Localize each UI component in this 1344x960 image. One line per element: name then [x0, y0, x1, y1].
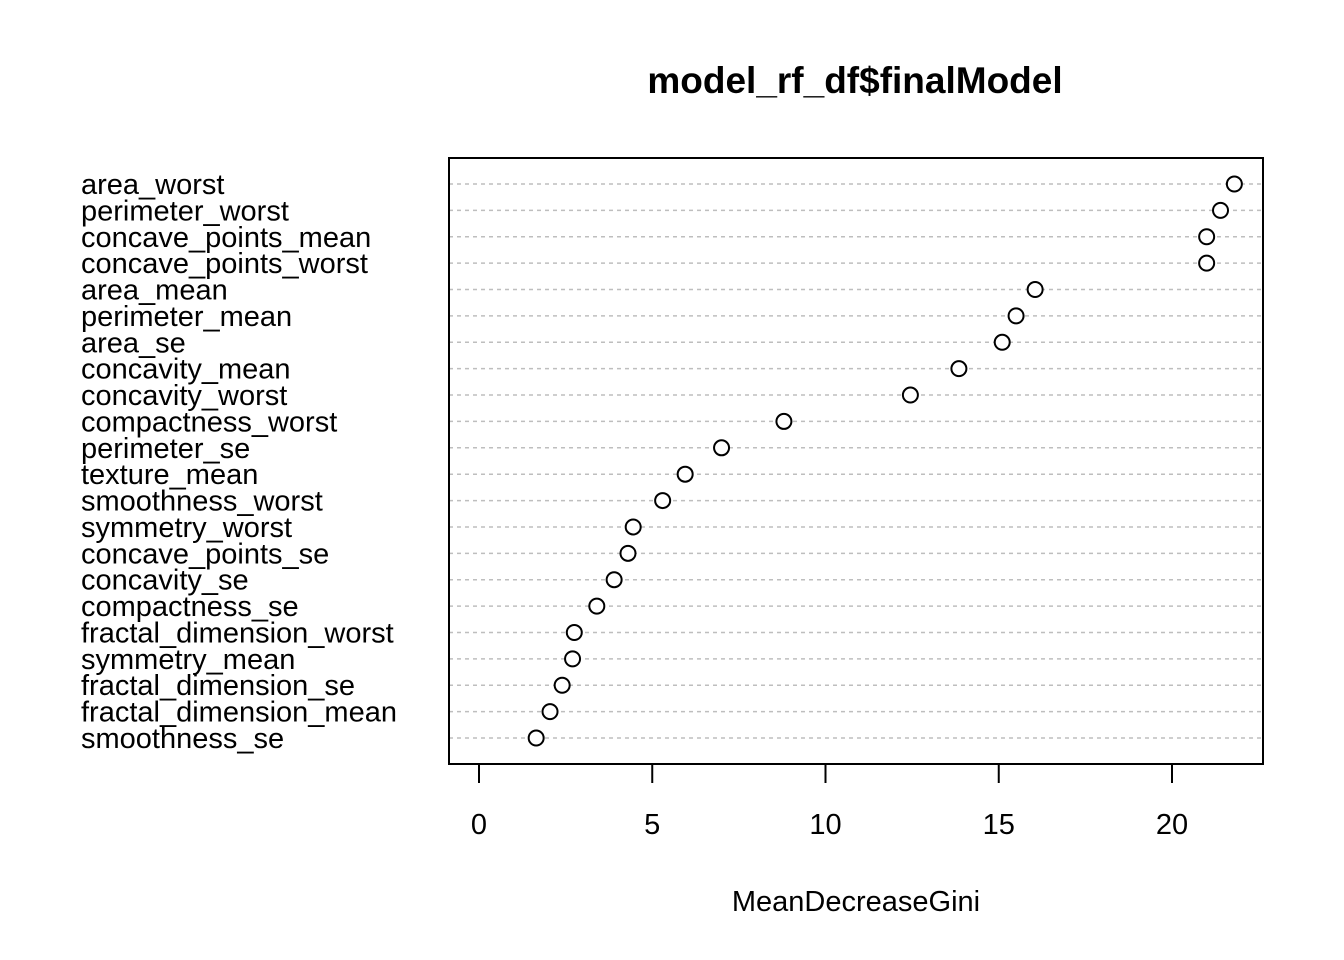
data-point: [619, 544, 637, 562]
x-axis-label: MeanDecreaseGini: [732, 886, 980, 918]
category-label: perimeter_se: [81, 433, 250, 465]
data-point: [1007, 307, 1025, 325]
category-label: perimeter_mean: [81, 301, 292, 333]
data-point: [1198, 254, 1216, 272]
data-point: [1212, 201, 1230, 219]
data-point: [1198, 228, 1216, 246]
data-point: [1026, 281, 1044, 299]
data-point: [541, 703, 559, 721]
category-label: concave_points_worst: [81, 248, 368, 280]
data-point: [605, 571, 623, 589]
x-axis: 0 5 10 15 20: [471, 763, 1188, 841]
data-point: [654, 492, 672, 510]
category-label: concavity_mean: [81, 354, 291, 386]
x-tick-label: 0: [471, 809, 487, 841]
x-tick-label: 20: [1156, 809, 1188, 841]
x-tick-label: 15: [983, 809, 1015, 841]
chart-title: model_rf_df$finalModel: [647, 60, 1062, 101]
category-label: smoothness_worst: [81, 486, 323, 518]
data-point: [676, 465, 694, 483]
x-tick-label: 5: [644, 809, 660, 841]
data-point: [775, 412, 793, 430]
category-label: compactness_worst: [81, 406, 337, 438]
category-label: smoothness_se: [81, 723, 284, 755]
data-point: [950, 360, 968, 378]
category-label: concave_points_mean: [81, 222, 371, 254]
data-point: [564, 650, 582, 668]
category-label: fractal_dimension_worst: [81, 617, 394, 649]
data-point: [624, 518, 642, 536]
data-point: [901, 386, 919, 404]
category-label: perimeter_worst: [81, 195, 289, 227]
data-points: [527, 175, 1243, 747]
x-tick-label: 10: [809, 809, 841, 841]
data-point: [1225, 175, 1243, 193]
category-label: concavity_se: [81, 565, 249, 597]
category-label: area_mean: [81, 275, 228, 307]
category-label: fractal_dimension_mean: [81, 697, 397, 729]
data-point: [588, 597, 606, 615]
data-point: [993, 333, 1011, 351]
plot-frame: [448, 157, 1264, 765]
category-label: symmetry_worst: [81, 512, 292, 544]
category-label: area_worst: [81, 169, 224, 201]
category-label: texture_mean: [81, 459, 258, 491]
data-point: [565, 623, 583, 641]
category-labels: area_worstperimeter_worstconcave_points_…: [81, 169, 397, 755]
data-point: [553, 676, 571, 694]
category-label: concave_points_se: [81, 538, 329, 570]
data-point: [713, 439, 731, 457]
data-point: [527, 729, 545, 747]
category-label: concavity_worst: [81, 380, 287, 412]
category-label: fractal_dimension_se: [81, 670, 355, 702]
category-label: compactness_se: [81, 591, 299, 623]
category-label: symmetry_mean: [81, 644, 295, 676]
category-label: area_se: [81, 327, 186, 359]
